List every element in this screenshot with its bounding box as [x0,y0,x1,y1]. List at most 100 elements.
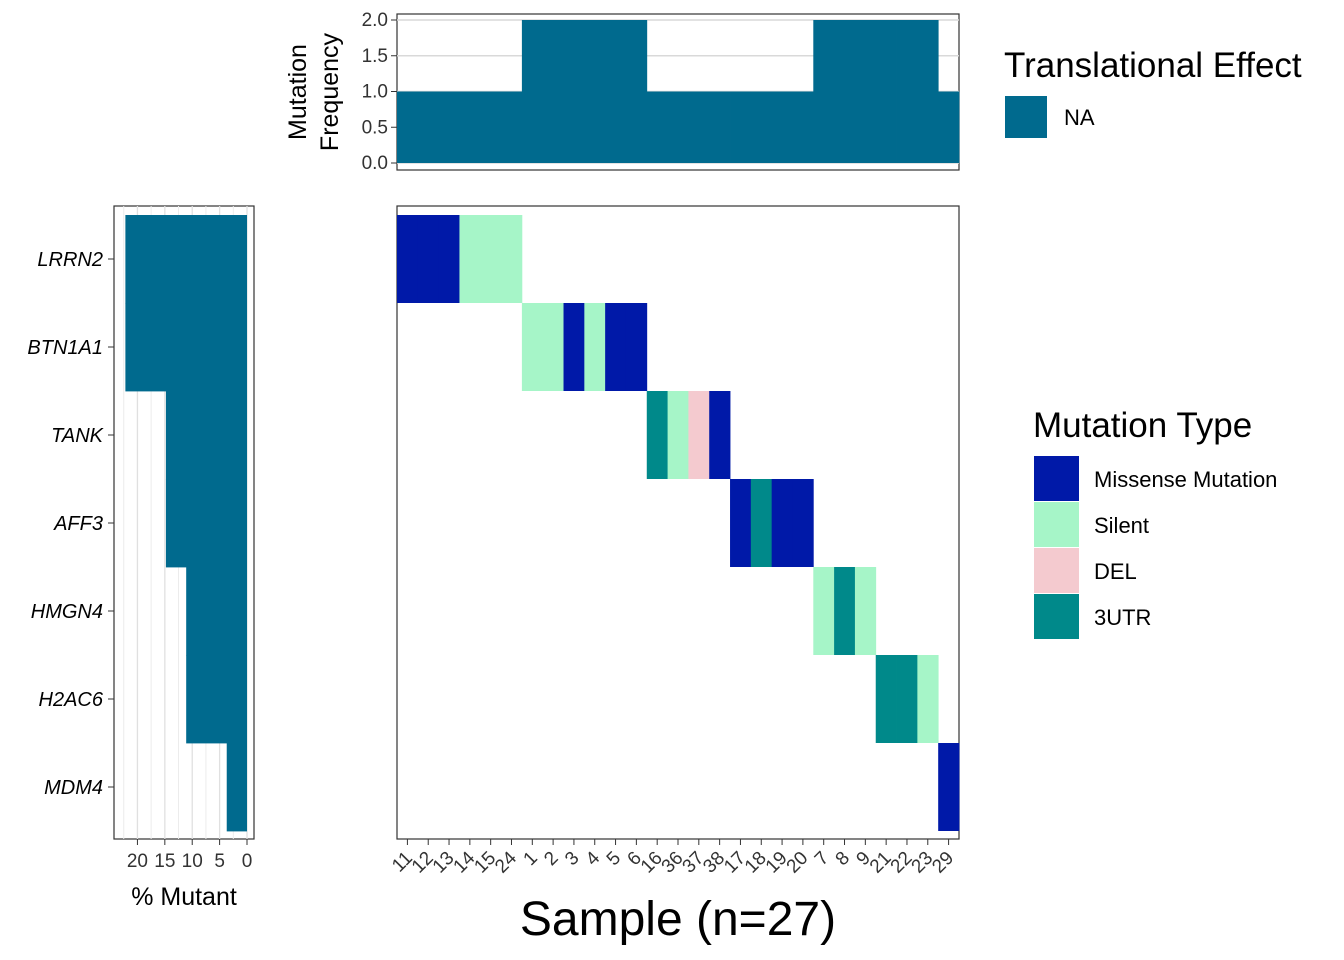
legend-translational-effect: Translational Effect NA [1004,46,1302,138]
gene-label-btn1a1: BTN1A1 [27,337,103,359]
legend-translational-title: Translational Effect [1004,46,1302,85]
sample-tick-label: 1 [520,848,542,870]
legend-key-missense-mutation [1034,456,1079,501]
percent-xlabel: % Mutant [131,883,237,911]
frequency-bar-8 [834,20,856,163]
mutation-cell-hmgn4-9 [854,567,877,655]
frequency-bar-11 [397,91,419,163]
percent-bar-tank [165,391,247,480]
frequency-bar-37 [688,91,710,163]
frequency-bar-18 [750,91,773,163]
frequency-bar-24 [501,91,523,163]
sample-tick-label: 29 [928,848,958,878]
frequency-bar-16 [646,91,668,163]
gene-label-tank: TANK [51,425,105,447]
legend-key-del [1034,548,1079,593]
mutation-cell-aff3-20 [792,479,814,567]
mutation-cell-btn1a1-2 [542,303,564,391]
mutation-cell-btn1a1-1 [521,303,544,391]
frequency-ylabel-line1: Mutation [284,44,312,140]
legend-key-3utr [1034,594,1079,639]
gene-label-aff3: AFF3 [53,513,103,535]
frequency-bar-22 [896,20,918,163]
mutation-cell-hmgn4-7 [813,567,835,655]
mutation-cell-lrrn2-14 [459,215,481,303]
mutation-cell-tank-36 [667,391,689,479]
sample-tick-label: 24 [491,847,521,877]
mutation-cell-btn1a1-3 [563,303,585,391]
legend-key-silent [1034,502,1079,547]
frequency-bar-17 [730,91,752,163]
frequency-bar-20 [792,91,814,163]
frequency-bar-19 [771,91,793,163]
gene-label-hmgn4: HMGN4 [31,601,103,623]
mutation-cell-lrrn2-13 [438,215,460,303]
mutation-cell-aff3-17 [730,479,752,567]
frequency-tick-label: 2.0 [362,10,388,31]
percent-tick-label: 5 [214,851,225,872]
sample-tick-label: 4 [582,847,605,870]
mutation-cell-btn1a1-4 [584,303,606,391]
percent-bar-lrrn2 [125,215,247,304]
legend-label-na: NA [1064,105,1095,130]
frequency-tick-label: 1.5 [362,46,388,67]
frequency-tick-label: 0.5 [362,117,388,138]
frequency-bar-5 [605,20,627,163]
main-mutation-grid: 1112131415241234561636373817181920789212… [388,205,960,946]
sample-tick-label: 7 [811,848,833,870]
legend-mutation-type: Mutation Type Missense Mutation Silent DEL… [1033,406,1277,639]
mutation-cell-tank-37 [688,391,710,479]
main-panel-border [396,205,960,840]
legend-label-del: DEL [1094,559,1137,584]
percent-tick-label: 20 [127,851,148,872]
mutation-cell-h2ac6-21 [875,655,897,743]
percent-bars [125,215,247,832]
percent-bar-btn1a1 [125,303,247,392]
mutation-cell-lrrn2-15 [480,215,502,303]
legend-label-missense-mutation: Missense Mutation [1094,467,1277,492]
gene-label-h2ac6: H2AC6 [39,689,104,711]
mutation-cell-h2ac6-23 [917,655,939,743]
legend-mutation-title: Mutation Type [1033,406,1252,445]
frequency-bar-36 [667,91,689,163]
mutation-cell-btn1a1-5 [605,303,627,391]
mutation-cell-btn1a1-6 [625,303,648,391]
frequency-bar-2 [542,20,564,163]
sample-tick-label: 2 [540,848,562,870]
mutation-cell-tank-38 [709,391,731,479]
gene-labels: LRRN2 BTN1A1 TANK AFF3 HMGN4 H2AC6 MDM4 [27,249,114,799]
percent-tick-label: 15 [154,851,175,872]
frequency-bar-38 [709,91,731,163]
percent-bar-hmgn4 [186,567,247,656]
mutation-cell-hmgn4-8 [834,567,856,655]
sample-ticks: 1112131415241234561636373817181920789212… [388,839,958,877]
sample-tick-label: 8 [832,848,854,870]
frequency-bar-6 [625,20,648,163]
frequency-bar-3 [563,20,585,163]
frequency-tick-label: 1.0 [362,82,388,103]
frequency-bars [397,20,960,163]
percent-mutant-panel: 20 15 10 5 0 LRRN2 BTN1A1 TANK AFF3 HMGN4 H2AC6 MD… [27,205,255,911]
frequency-bar-15 [480,91,502,163]
percent-bar-aff3 [165,479,247,568]
frequency-ylabel-line2: Frequency [316,32,344,151]
frequency-y-ticks: 0.0 0.5 1.0 1.5 2.0 [362,10,397,174]
frequency-bar-21 [875,20,897,163]
mutation-cell-mdm4-29 [938,743,960,831]
frequency-bar-7 [813,20,835,163]
percent-x-ticks: 20 15 10 5 0 [127,839,252,872]
mutation-cells [397,215,960,831]
percent-bar-h2ac6 [186,655,247,744]
percent-tick-label: 10 [182,851,203,872]
percent-tick-label: 0 [242,851,253,872]
legend-label-3utr: 3UTR [1094,605,1151,630]
mutation-cell-aff3-19 [771,479,793,567]
sample-tick-label: 20 [783,848,813,878]
mutation-cell-h2ac6-22 [896,655,918,743]
frequency-tick-label: 0.0 [362,153,388,174]
gene-label-lrrn2: LRRN2 [37,249,103,271]
percent-bar-mdm4 [226,743,247,832]
frequency-bar-23 [917,20,939,163]
sample-tick-label: 3 [561,848,583,870]
frequency-bar-4 [584,20,606,163]
